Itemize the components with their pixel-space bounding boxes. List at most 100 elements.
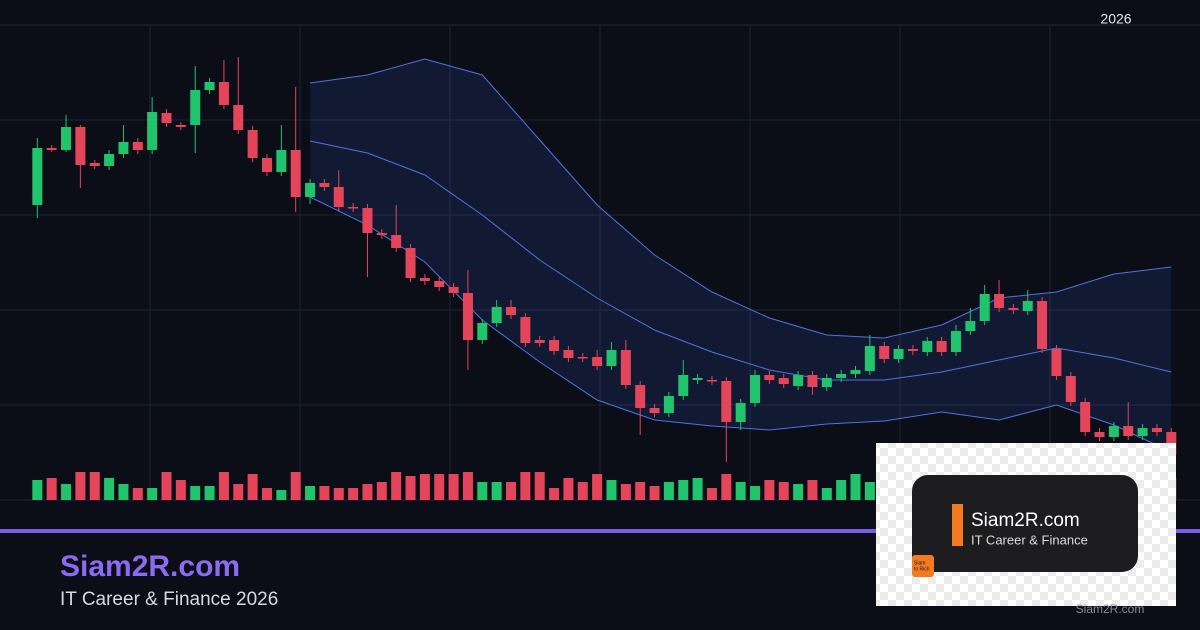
candle-body: [333, 187, 344, 207]
volume-bar: [161, 472, 172, 500]
volume-bar: [233, 484, 244, 500]
candle-body: [276, 150, 287, 172]
candle-body: [520, 317, 531, 343]
volume-bar: [649, 486, 660, 500]
candle-body: [678, 375, 689, 396]
volume-bar: [793, 484, 804, 500]
volume-bar: [419, 474, 430, 500]
volume-bar: [534, 472, 545, 500]
candle-body: [950, 331, 961, 352]
volume-bar: [735, 482, 746, 500]
volume-bar: [405, 476, 416, 500]
candle-body: [477, 323, 488, 340]
candle-body: [735, 403, 746, 422]
candle-body: [1080, 402, 1091, 432]
volume-bar: [750, 486, 761, 500]
volume-bar: [864, 482, 875, 500]
candle-body: [175, 125, 186, 127]
candle-body: [1037, 301, 1048, 349]
candle-body: [1151, 428, 1162, 432]
candle-body: [721, 381, 732, 422]
tagline: IT Career & Finance 2026: [60, 589, 278, 610]
candle-body: [807, 375, 818, 387]
candle-body: [864, 346, 875, 371]
candle-body: [534, 340, 545, 343]
volume-bar: [692, 478, 703, 500]
candle-body: [233, 105, 244, 130]
logo-card: Siam2R.com IT Career & Finance Siam to R…: [876, 443, 1176, 606]
candle-body: [1008, 308, 1019, 310]
volume-bar: [477, 482, 488, 500]
volume-bar: [592, 474, 603, 500]
candle-body: [922, 341, 933, 352]
volume-bar: [434, 474, 445, 500]
volume-bar: [175, 480, 186, 500]
candle-body: [893, 349, 904, 359]
candle-body: [348, 207, 359, 209]
candle-body: [190, 90, 201, 125]
volume-bar: [836, 480, 847, 500]
candle-body: [462, 293, 473, 340]
volume-bar: [376, 482, 387, 500]
candle-body: [104, 154, 115, 166]
logo-badge-text: to Rich: [914, 566, 930, 572]
candle-body: [448, 287, 459, 293]
candle-body: [204, 82, 215, 90]
candle-body: [649, 408, 660, 413]
volume-bar: [305, 486, 316, 500]
candle-body: [319, 183, 330, 187]
candle-body: [391, 235, 402, 248]
candle-body: [89, 163, 100, 166]
candle-body: [118, 142, 129, 154]
candle-body: [635, 385, 646, 408]
candle-body: [692, 378, 703, 380]
volume-bar: [333, 488, 344, 500]
volume-bar: [678, 480, 689, 500]
volume-bar: [778, 482, 789, 500]
volume-bar: [620, 484, 631, 500]
volume-bar: [132, 488, 143, 500]
candle-body: [907, 349, 918, 351]
volume-bar: [104, 478, 115, 500]
candle-body: [434, 281, 445, 287]
volume-bar: [218, 472, 229, 500]
volume-bar: [448, 474, 459, 500]
volume-bar: [462, 472, 473, 500]
candle-body: [620, 350, 631, 385]
candle-body: [362, 208, 373, 233]
volume-bar: [821, 488, 832, 500]
candle-body: [836, 374, 847, 378]
volume-bar: [61, 484, 72, 500]
volume-bar: [319, 486, 330, 500]
volume-bar: [721, 474, 732, 500]
candle-body: [563, 350, 574, 358]
volume-bar: [391, 472, 402, 500]
candle-body: [606, 350, 617, 366]
volume-bar: [46, 478, 57, 500]
candle-body: [1137, 428, 1148, 436]
logo-subtitle: IT Career & Finance: [971, 532, 1088, 547]
candle-body: [850, 370, 861, 374]
candle-body: [46, 148, 57, 150]
candle-body: [979, 294, 990, 321]
candle-body: [161, 113, 172, 123]
candle-body: [663, 396, 674, 413]
volume-bar: [247, 474, 258, 500]
period-label: 2026: [1100, 11, 1131, 27]
candle-body: [764, 375, 775, 380]
candle-body: [936, 341, 947, 352]
candle-body: [965, 321, 976, 331]
candle-body: [778, 378, 789, 384]
volume-bar: [89, 472, 100, 500]
logo-badge: [912, 555, 934, 577]
volume-bar: [635, 482, 646, 500]
divider: [0, 529, 1200, 533]
band-middle: [309, 140, 1172, 381]
candle-body: [1108, 426, 1119, 437]
candle-body: [491, 307, 502, 323]
candle-body: [419, 278, 430, 281]
volume-bar: [190, 486, 201, 500]
candle-body: [793, 375, 804, 386]
candle-body: [1022, 301, 1033, 311]
site-name: Siam2R.com: [60, 550, 240, 583]
